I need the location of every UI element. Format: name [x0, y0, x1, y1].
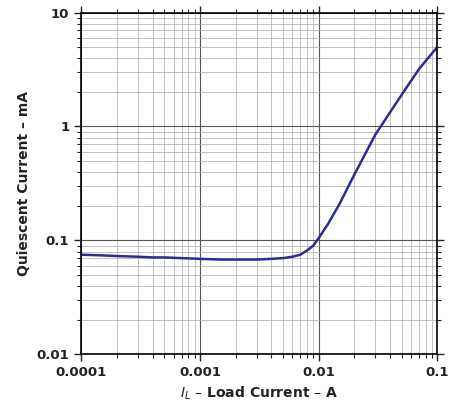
X-axis label: $I_L$ – Load Current – A: $I_L$ – Load Current – A: [180, 385, 338, 402]
Y-axis label: Quiescent Current – mA: Quiescent Current – mA: [17, 91, 31, 276]
